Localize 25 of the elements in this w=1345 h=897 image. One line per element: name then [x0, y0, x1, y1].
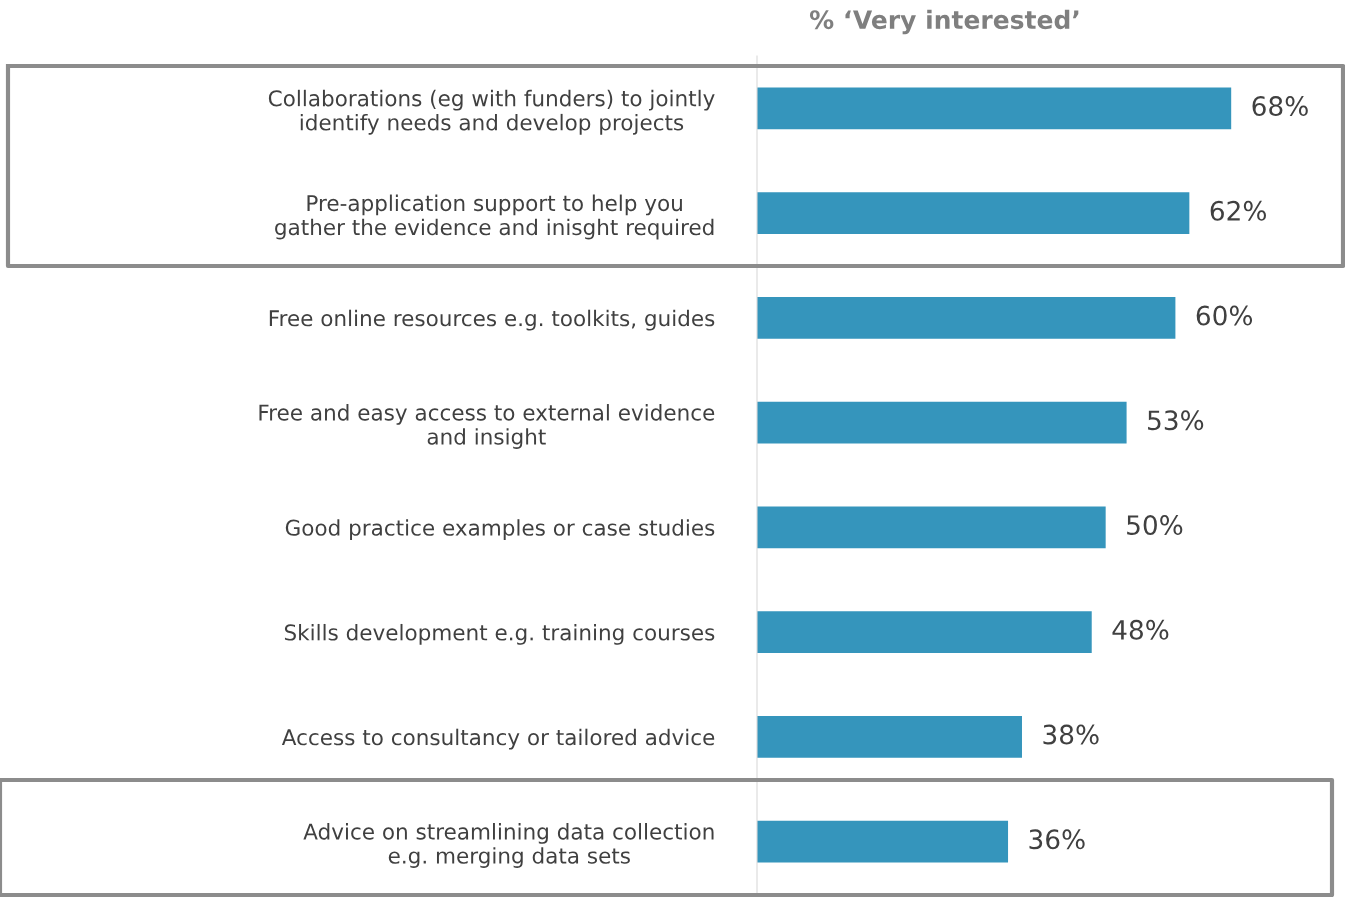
y-tick-label: Access to consultancy or tailored advice — [281, 728, 715, 750]
data-label: 68% — [1252, 96, 1308, 117]
bar — [757, 192, 1190, 235]
y-tick-label: Pre-application support to help you gather the evidence and inisght required — [275, 194, 714, 240]
data-label: 50% — [1127, 515, 1183, 536]
y-tick-label: Skills development e.g. training courses — [284, 623, 715, 645]
data-label: 53% — [1148, 410, 1204, 431]
data-label: 38% — [1043, 724, 1099, 745]
y-tick-label: Good practice examples or case studies — [285, 519, 715, 541]
chart-title: % ‘Very interested’ — [809, 9, 1079, 35]
data-label: 36% — [1029, 829, 1085, 850]
data-label: 48% — [1112, 619, 1169, 640]
data-label: 62% — [1210, 200, 1266, 221]
bar — [757, 87, 1232, 130]
y-tick-label: Free online resources e.g. toolkits, guides — [269, 309, 715, 331]
bar — [757, 401, 1127, 444]
bar — [757, 506, 1106, 549]
bar — [757, 296, 1176, 339]
y-tick-label: Advice on streamlining data collection e.g. merging data sets — [303, 823, 714, 868]
bar — [757, 715, 1022, 758]
y-tick-label: Collaborations (eg with funders) to jointly identify needs and develop projects — [268, 89, 715, 135]
y-tick-label: Free and easy access to external evidence and insight — [259, 404, 715, 449]
data-label: 60% — [1196, 305, 1253, 326]
bar — [757, 611, 1092, 654]
bar — [757, 820, 1009, 863]
